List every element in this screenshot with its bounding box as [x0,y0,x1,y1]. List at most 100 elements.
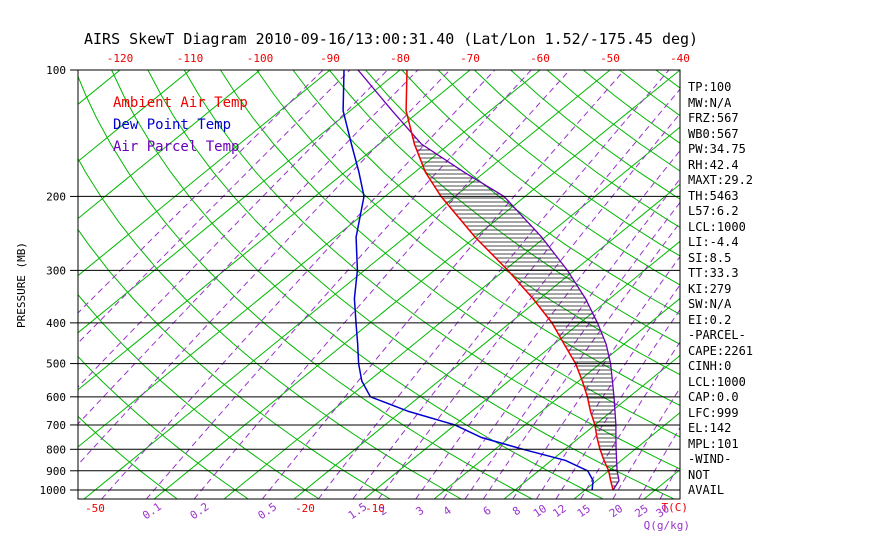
side-panel-line: AVAIL [688,483,725,497]
dew-point-curve [342,70,594,491]
chart-title: AIRS SkewT Diagram 2010-09-16/13:00:31.4… [84,30,699,48]
side-panel-line: LCL:1000 [688,374,746,389]
mixing-ratio-line [318,70,670,499]
parcel-temp-curve [357,70,620,491]
mixing-ratio-line [78,70,451,466]
dry-adiabat-line [437,70,680,257]
top-temp-label: -110 [177,52,204,65]
mixing-ratio-line [101,70,496,499]
side-panel-line: CAP:0.0 [688,390,739,404]
isotherm-line [78,70,401,334]
legend-ambient-air-temp: Ambient Air Temp [113,95,248,111]
bottom-temp-label: -20 [295,502,315,515]
side-panel-line: -WIND- [688,452,732,466]
pressure-tick-label: 700 [46,419,66,432]
side-panel-line: KI:279 [688,281,732,296]
side-panel-line: MAXT:29.2 [688,173,754,187]
mixing-ratio-label: 15 [575,502,593,520]
top-temp-label: -70 [460,52,480,65]
pressure-tick-label: 200 [46,190,66,203]
isotherm-line [83,70,611,499]
mixing-ratio-line [78,70,351,344]
dry-adiabat-line [78,293,320,499]
dry-adiabat-line [510,70,680,200]
mixing-ratio-line [555,308,680,499]
mixing-ratio-line [193,70,571,499]
dry-adiabat-line [78,355,249,499]
mixing-ratio-label: 12 [550,502,568,520]
bottom-temp-label: -50 [85,502,105,515]
pressure-tick-label: 100 [46,64,66,77]
mixing-ratio-label: 3 [414,504,427,518]
side-panel-line: MW:N/A [688,95,732,110]
dry-adiabat-line [365,70,680,315]
dry-adiabat-line [183,70,680,470]
mixing-ratio-line [146,70,532,499]
mixing-ratio-line [536,284,680,499]
side-panel-line: NOT [688,467,710,482]
dry-adiabat-line [401,70,680,286]
side-panel-line: PW:34.75 [688,142,746,156]
side-panel-line: LCL:1000 [688,219,746,234]
mixing-ratio-label: 6 [481,504,494,518]
pressure-tick-label: 800 [46,443,66,456]
side-panel-line: EL:142 [688,421,732,435]
mixing-ratio-line [78,70,324,314]
mixing-ratio-label: 30 [654,502,672,520]
side-panel-line: SI:8.5 [688,250,732,265]
isotherm-line [78,70,261,220]
isotherm-line [363,240,680,499]
mixing-ratio-label: 10 [531,502,549,520]
isotherm-line [153,70,680,499]
mixing-ratio-label: 20 [607,502,625,520]
top-temp-label: -50 [600,52,620,65]
mixing-axis-unit-label: Q(g/kg) [644,519,690,532]
dry-adiabat-line [292,70,680,376]
top-temp-label: -120 [107,52,134,65]
mixing-ratio-line [78,70,388,388]
mixing-ratio-label: 8 [510,504,523,518]
temp-axis-unit-label: T(C) [662,501,689,514]
pressure-axis-label: PRESSURE (MB) [15,242,28,328]
side-panel-line: CAPE:2261 [688,343,754,358]
side-panel-line: -PARCEL- [688,328,746,342]
mixing-ratio-line [612,387,680,499]
side-panel: TP:100 MW:N/A FRZ:567 WB0:567 PW:34.75 RH:42.… [688,80,753,499]
pressure-tick-label: 400 [46,317,66,330]
side-panel-line: L57:6.2 [688,204,739,218]
top-temp-label: -40 [670,52,690,65]
mixing-ratio-label: 0.5 [256,500,280,522]
plot-frame [77,69,681,500]
isotherm-line [78,70,541,448]
isotherm-line [223,126,680,499]
isotherm-line [78,70,331,277]
dry-adiabat-line [328,70,680,345]
pressure-tick-label: 1000 [40,484,67,497]
top-temp-label: -60 [530,52,550,65]
mixing-ratio-line [638,426,680,499]
mixing-ratio-label: 25 [632,502,650,520]
mixing-ratio-label: 0.2 [188,500,212,522]
side-panel-line: FRZ:567 [688,111,739,125]
dry-adiabat-line [546,70,680,172]
mixing-ratio-line [442,178,680,499]
mixing-ratio-line [78,70,419,425]
dry-adiabat-line [78,415,178,499]
top-temp-label: -90 [320,52,340,65]
dry-adiabat-line [78,157,462,499]
side-panel-line: TT:33.3 [688,266,739,280]
pressure-tick-label: 600 [46,391,66,404]
side-panel-line: MPL:101 [688,436,739,451]
side-panel-line: SW:N/A [688,297,732,311]
mixing-ratio-line [352,88,680,499]
isotherm-line [503,354,680,499]
legend-air-parcel-temp: Air Parcel Temp [113,139,240,155]
side-panel-line: TP:100 [688,80,732,94]
top-temp-label: -80 [390,52,410,65]
side-panel-line: EI:0.2 [688,312,732,327]
side-panel-line: LI:-4.4 [688,235,739,249]
pressure-tick-label: 300 [46,264,66,277]
mixing-ratio-line [415,149,680,499]
